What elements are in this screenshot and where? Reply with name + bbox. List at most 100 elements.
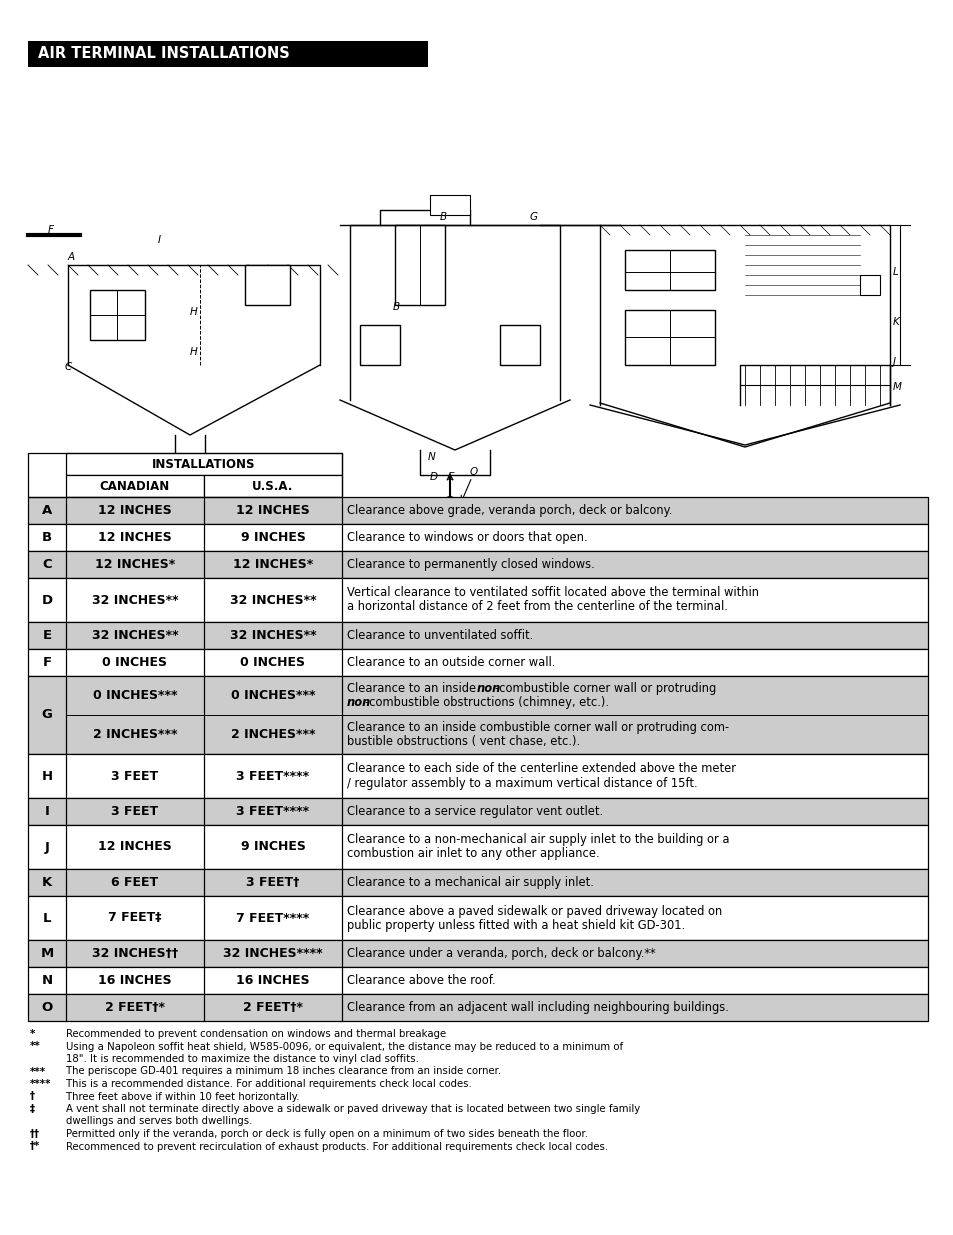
Text: Clearance to an inside combustible corner wall or protruding com-: Clearance to an inside combustible corne…: [347, 721, 728, 734]
Text: -combustible corner wall or protruding: -combustible corner wall or protruding: [495, 682, 716, 695]
Text: Clearance to permanently closed windows.: Clearance to permanently closed windows.: [347, 558, 594, 571]
Text: Clearance above the roof.: Clearance above the roof.: [347, 974, 496, 987]
Text: K: K: [42, 876, 52, 889]
Text: *: *: [30, 1029, 35, 1039]
Bar: [28, 755, 927, 798]
Text: 32 INCHES**: 32 INCHES**: [230, 594, 316, 606]
Text: AIR TERMINAL INSTALLATIONS: AIR TERMINAL INSTALLATIONS: [38, 47, 290, 62]
Bar: [28, 551, 927, 578]
Text: I: I: [45, 805, 50, 818]
Bar: [28, 869, 927, 897]
Text: Clearance to an inside: Clearance to an inside: [347, 682, 483, 695]
Text: non: non: [347, 697, 371, 709]
Text: Clearance to a non-mechanical air supply inlet to the building or a: Clearance to a non-mechanical air supply…: [347, 834, 729, 846]
Bar: [28, 496, 927, 524]
Text: O: O: [470, 467, 477, 477]
Text: Clearance to an outside corner wall.: Clearance to an outside corner wall.: [347, 656, 555, 669]
Text: 18". It is recommended to maximize the distance to vinyl clad soffits.: 18". It is recommended to maximize the d…: [66, 1053, 418, 1065]
Text: ***: ***: [30, 1067, 46, 1077]
Text: E: E: [42, 629, 51, 642]
Text: Clearance above grade, veranda porch, deck or balcony.: Clearance above grade, veranda porch, de…: [347, 504, 672, 517]
Text: M: M: [40, 947, 53, 960]
Text: Clearance to a service regulator vent outlet.: Clearance to a service regulator vent ou…: [347, 805, 602, 818]
Text: O: O: [41, 1002, 52, 1014]
Text: Recommended to prevent condensation on windows and thermal breakage: Recommended to prevent condensation on w…: [66, 1029, 446, 1039]
Text: B: B: [393, 303, 399, 312]
Text: B: B: [42, 531, 52, 543]
Bar: [859, 275, 879, 295]
Bar: [66, 475, 204, 496]
Text: 16 INCHES: 16 INCHES: [98, 974, 172, 987]
Bar: [395, 225, 444, 305]
Text: 0 INCHES***: 0 INCHES***: [231, 689, 314, 701]
Text: Clearance to windows or doors that open.: Clearance to windows or doors that open.: [347, 531, 587, 543]
Text: Permitted only if the veranda, porch or deck is fully open on a minimum of two s: Permitted only if the veranda, porch or …: [66, 1129, 587, 1139]
Text: 7 FEET‡: 7 FEET‡: [108, 911, 162, 925]
Text: D: D: [41, 594, 52, 606]
Text: Clearance above a paved sidewalk or paved driveway located on: Clearance above a paved sidewalk or pave…: [347, 904, 721, 918]
Text: 6 FEET: 6 FEET: [112, 876, 158, 889]
Bar: [66, 453, 341, 475]
Text: 32 INCHES**: 32 INCHES**: [230, 629, 316, 642]
Text: This is a recommended distance. For additional requirements check local codes.: This is a recommended distance. For addi…: [66, 1079, 471, 1089]
Bar: [28, 897, 927, 940]
Text: 3 FEET: 3 FEET: [112, 769, 158, 783]
Text: L: L: [892, 267, 898, 277]
Text: non: non: [476, 682, 501, 695]
Circle shape: [441, 496, 457, 513]
Bar: [28, 578, 927, 622]
Bar: [359, 325, 399, 366]
Text: I: I: [158, 235, 161, 245]
Text: †*: †*: [30, 1141, 40, 1151]
Text: C: C: [42, 558, 51, 571]
Text: N: N: [428, 452, 436, 462]
Text: 2 FEET†*: 2 FEET†*: [243, 1002, 303, 1014]
Bar: [28, 453, 341, 496]
Bar: [28, 994, 927, 1021]
Text: 3 FEET: 3 FEET: [112, 805, 158, 818]
Text: The periscope GD-401 requires a minimum 18 inches clearance from an inside corne: The periscope GD-401 requires a minimum …: [66, 1067, 500, 1077]
Text: ‡: ‡: [30, 1104, 35, 1114]
Text: 12 INCHES: 12 INCHES: [98, 531, 172, 543]
Text: 7 FEET****: 7 FEET****: [236, 911, 310, 925]
Text: -combustible obstructions (chimney, etc.).: -combustible obstructions (chimney, etc.…: [365, 697, 608, 709]
Text: a horizontal distance of 2 feet from the centerline of the terminal.: a horizontal distance of 2 feet from the…: [347, 600, 727, 614]
Text: 32 INCHES**: 32 INCHES**: [91, 594, 178, 606]
Text: A: A: [42, 504, 52, 517]
Text: J: J: [45, 841, 50, 853]
Text: 0 INCHES***: 0 INCHES***: [92, 689, 177, 701]
Bar: [28, 622, 927, 650]
Text: 9 INCHES: 9 INCHES: [240, 841, 305, 853]
Text: Using a Napoleon soffit heat shield, W585-0096, or equivalent, the distance may : Using a Napoleon soffit heat shield, W58…: [66, 1041, 622, 1051]
Text: **: **: [30, 1041, 41, 1051]
Text: 16 INCHES: 16 INCHES: [236, 974, 310, 987]
Bar: [28, 825, 927, 869]
Text: 12 INCHES: 12 INCHES: [98, 841, 172, 853]
Bar: [499, 325, 539, 366]
Text: †: †: [30, 1092, 35, 1102]
Text: 32 INCHES**: 32 INCHES**: [91, 629, 178, 642]
Text: public property unless fitted with a heat shield kit GD-301.: public property unless fitted with a hea…: [347, 919, 684, 931]
Text: H: H: [41, 769, 52, 783]
Text: 12 INCHES*: 12 INCHES*: [94, 558, 175, 571]
Text: Vertical clearance to ventilated soffit located above the terminal within: Vertical clearance to ventilated soffit …: [347, 587, 759, 599]
Text: 2 INCHES***: 2 INCHES***: [92, 727, 177, 741]
Bar: [28, 940, 927, 967]
Bar: [430, 195, 470, 215]
Text: H: H: [190, 347, 197, 357]
Text: A: A: [68, 252, 75, 262]
Text: 12 INCHES: 12 INCHES: [236, 504, 310, 517]
Text: 3 FEET****: 3 FEET****: [236, 769, 309, 783]
Text: 2 FEET†*: 2 FEET†*: [105, 1002, 165, 1014]
Text: U.S.A.: U.S.A.: [252, 479, 294, 493]
Bar: [90, 290, 145, 340]
Text: INSTALLATIONS: INSTALLATIONS: [152, 457, 255, 471]
Text: Clearance under a veranda, porch, deck or balcony.**: Clearance under a veranda, porch, deck o…: [347, 947, 655, 960]
Text: Three feet above if within 10 feet horizontally.: Three feet above if within 10 feet horiz…: [66, 1092, 299, 1102]
Text: N: N: [41, 974, 52, 987]
Text: Clearance to each side of the centerline extended above the meter: Clearance to each side of the centerline…: [347, 762, 735, 776]
Text: 32 INCHES****: 32 INCHES****: [223, 947, 322, 960]
Text: ††: ††: [30, 1129, 40, 1139]
Text: G: G: [530, 212, 537, 222]
Text: Clearance to a mechanical air supply inlet.: Clearance to a mechanical air supply inl…: [347, 876, 594, 889]
